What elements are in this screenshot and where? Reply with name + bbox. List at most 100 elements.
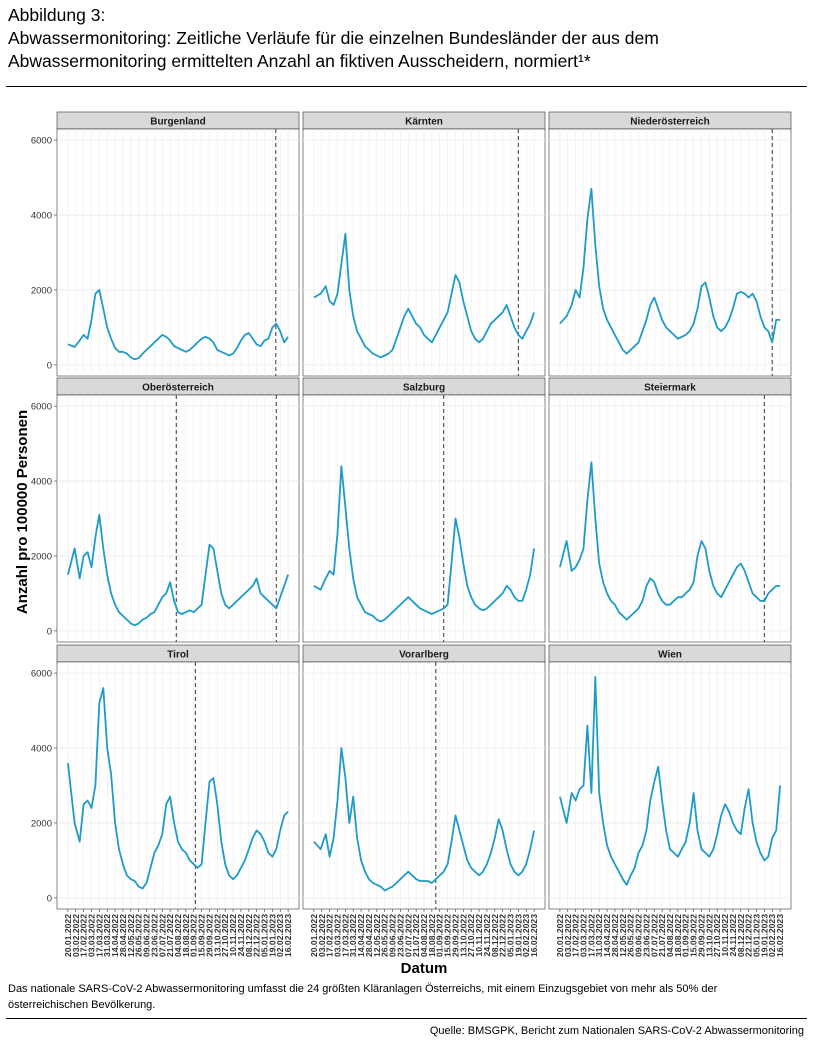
x-tick-label: 24.11.2022 <box>236 914 246 957</box>
y-tick-label: 0 <box>47 893 52 904</box>
x-axis-title: Datum <box>401 960 448 977</box>
facet-title: Wien <box>658 650 682 661</box>
footer-rule <box>6 1018 807 1019</box>
x-tick-label: 13.10.2022 <box>212 914 222 957</box>
x-tick-label: 05.01.2023 <box>506 914 516 957</box>
x-tick-label: 03.03.2022 <box>578 914 588 957</box>
source-credit: Quelle: BMSGPK, Bericht zum Nationalen S… <box>429 1025 804 1037</box>
series-line <box>559 461 781 621</box>
x-tick-label: 03.03.2022 <box>332 914 342 957</box>
x-tick-label: 12.05.2022 <box>618 914 628 957</box>
x-tick-label: 26.05.2022 <box>380 914 390 957</box>
facet-steiermark: Steiermark <box>548 377 792 643</box>
facet-burgenland: Burgenland 0 2000 4000 6000 <box>31 111 300 377</box>
facet-title: Vorarlberg <box>399 650 449 661</box>
x-tick-label: 02.02.2023 <box>767 914 777 957</box>
x-tick-label: 31.03.2022 <box>594 914 604 957</box>
x-tick-label: 04.08.2022 <box>173 914 183 957</box>
x-tick-label: 09.06.2022 <box>634 914 644 957</box>
x-tick-label: 18.08.2022 <box>673 914 683 957</box>
x-tick-label: 22.12.2022 <box>252 914 262 957</box>
x-tick-label: 05.01.2023 <box>260 914 270 957</box>
y-tick-label: 6000 <box>31 136 52 147</box>
x-tick-label: 12.05.2022 <box>126 914 136 957</box>
x-tick-label: 27.10.2022 <box>466 914 476 957</box>
x-tick-label: 29.09.2022 <box>450 914 460 957</box>
x-tick-label: 08.12.2022 <box>490 914 500 957</box>
facet-wien: Wien 20.01.202203.02.202217.02.202203.03.… <box>548 644 792 957</box>
x-tick-label: 17.02.2022 <box>79 914 89 957</box>
x-tick-label: 09.06.2022 <box>388 914 398 957</box>
x-tick-label: 03.02.2022 <box>71 914 81 957</box>
x-tick-label: 28.04.2022 <box>610 914 620 957</box>
footnote: Das nationale SARS-CoV-2 Abwassermonitor… <box>8 983 718 1011</box>
x-tick-label: 03.03.2022 <box>86 914 96 957</box>
x-tick-label: 10.11.2022 <box>720 914 730 957</box>
x-tick-label: 16.02.2023 <box>775 914 785 957</box>
x-tick-label: 04.08.2022 <box>665 914 675 957</box>
y-tick-label: 2000 <box>31 285 52 296</box>
x-tick-label: 03.02.2022 <box>563 914 573 957</box>
x-tick-label: 19.01.2023 <box>267 914 277 957</box>
x-tick-label: 20.01.2022 <box>309 914 319 957</box>
facet-niederösterreich: Niederösterreich <box>548 111 792 377</box>
x-tick-label: 17.02.2022 <box>325 914 335 957</box>
facet-oberösterreich: Oberösterreich 0 2000 4000 6000 <box>31 377 300 643</box>
x-tick-label: 24.11.2022 <box>728 914 738 957</box>
y-axis-title: Anzahl pro 100000 Personen <box>14 410 31 614</box>
series-line <box>559 676 781 886</box>
x-tick-label: 15.09.2022 <box>689 914 699 957</box>
x-tick-label: 23.06.2022 <box>395 914 405 957</box>
x-tick-label: 17.03.2022 <box>586 914 596 957</box>
facet-title: Tirol <box>167 650 189 661</box>
y-tick-label: 4000 <box>31 477 52 488</box>
x-tick-label: 17.03.2022 <box>94 914 104 957</box>
x-tick-label: 28.04.2022 <box>118 914 128 957</box>
x-tick-label: 24.11.2022 <box>482 914 492 957</box>
x-tick-label: 04.08.2022 <box>419 914 429 957</box>
x-tick-label: 01.09.2022 <box>435 914 445 957</box>
x-tick-label: 26.05.2022 <box>626 914 636 957</box>
x-tick-label: 19.01.2023 <box>513 914 523 957</box>
x-tick-label: 07.07.2022 <box>157 914 167 957</box>
x-tick-label: 14.04.2022 <box>356 914 366 957</box>
x-tick-label: 23.06.2022 <box>641 914 651 957</box>
facet-kärnten: Kärnten <box>302 111 546 377</box>
series-line <box>313 747 535 892</box>
x-tick-label: 18.08.2022 <box>181 914 191 957</box>
series-line <box>313 465 535 623</box>
series-line <box>67 289 289 361</box>
x-tick-label: 13.10.2022 <box>458 914 468 957</box>
x-tick-label: 17.02.2022 <box>571 914 581 957</box>
x-tick-label: 31.03.2022 <box>348 914 358 957</box>
x-tick-label: 02.02.2023 <box>275 914 285 957</box>
y-tick-label: 4000 <box>31 744 52 755</box>
series-line <box>67 513 289 627</box>
x-tick-label: 05.01.2023 <box>752 914 762 957</box>
x-tick-label: 22.12.2022 <box>498 914 508 957</box>
facet-title: Kärnten <box>405 117 443 128</box>
x-tick-label: 14.04.2022 <box>110 914 120 957</box>
x-tick-label: 20.01.2022 <box>555 914 565 957</box>
x-tick-label: 07.07.2022 <box>403 914 413 957</box>
x-tick-label: 10.11.2022 <box>474 914 484 957</box>
x-tick-label: 15.09.2022 <box>197 914 207 957</box>
y-tick-label: 6000 <box>31 669 52 680</box>
x-tick-label: 27.10.2022 <box>220 914 230 957</box>
figure-header: Abbildung 3: Abwassermonitoring: Zeitlic… <box>8 4 808 73</box>
x-tick-label: 21.07.2022 <box>657 914 667 957</box>
facet-title: Salzburg <box>403 383 445 394</box>
y-tick-label: 4000 <box>31 211 52 222</box>
x-tick-label: 03.02.2022 <box>317 914 327 957</box>
facet-title: Niederösterreich <box>630 117 709 128</box>
figure-title-line-1: Abwassermonitoring: Zeitliche Verläufe f… <box>8 28 659 48</box>
y-tick-label: 0 <box>47 360 52 371</box>
y-tick-label: 2000 <box>31 818 52 829</box>
x-tick-label: 09.06.2022 <box>142 914 152 957</box>
x-tick-label: 20.01.2022 <box>63 914 73 957</box>
x-tick-label: 19.01.2023 <box>759 914 769 957</box>
x-tick-label: 29.09.2022 <box>204 914 214 957</box>
x-tick-label: 17.03.2022 <box>340 914 350 957</box>
x-tick-label: 26.05.2022 <box>134 914 144 957</box>
series-line <box>559 187 781 355</box>
